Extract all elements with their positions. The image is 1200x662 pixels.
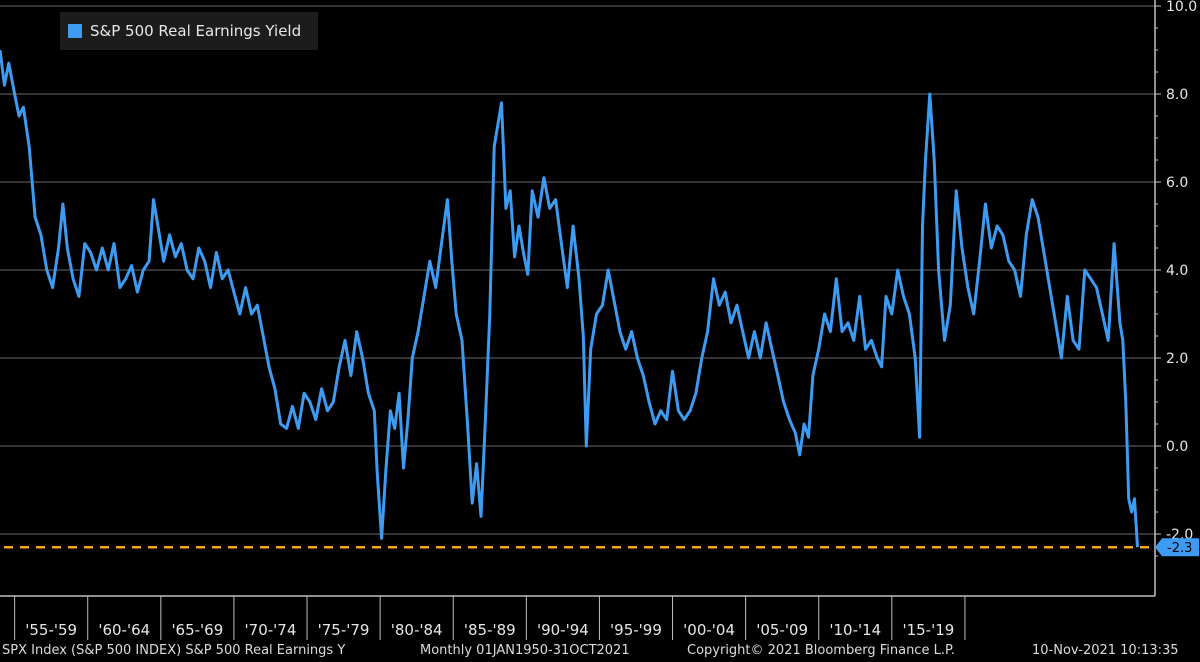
x-tick-label: '05-'09 xyxy=(756,621,808,639)
footer-timestamp: 10-Nov-2021 10:13:35 xyxy=(1032,643,1179,658)
y-tick-label: 4.0 xyxy=(1166,263,1188,279)
footer: SPX Index (S&P 500 INDEX) S&P 500 Real E… xyxy=(0,640,1200,662)
x-tick-label: '95-'99 xyxy=(610,621,662,639)
x-tick-label: '65-'69 xyxy=(171,621,223,639)
x-tick-label: '00-'04 xyxy=(683,621,735,639)
legend-swatch xyxy=(68,24,82,38)
x-tick-label: '90-'94 xyxy=(537,621,589,639)
x-tick-label: '85-'89 xyxy=(464,621,516,639)
y-tick-label: 0.0 xyxy=(1166,439,1188,455)
series-line xyxy=(0,49,1139,548)
y-tick-label: 10.0 xyxy=(1166,0,1197,15)
x-tick-label: '70-'74 xyxy=(245,621,297,639)
y-tick-label: 8.0 xyxy=(1166,87,1188,103)
x-tick-label: '15-'19 xyxy=(902,621,954,639)
last-value-badge xyxy=(1155,538,1199,557)
x-tick-label: '75-'79 xyxy=(318,621,370,639)
last-value-label: -2.3 xyxy=(1167,541,1192,556)
y-tick-label: 2.0 xyxy=(1166,351,1188,367)
legend: S&P 500 Real Earnings Yield xyxy=(60,12,318,50)
chart-canvas: '55-'59 '60-'64 '65-'69 '70-'74 '75-'79 '80-'… xyxy=(0,0,1199,640)
footer-copyright: Copyright© 2021 Bloomberg Finance L.P. xyxy=(687,643,955,658)
y-axis: 10.08.06.04.02.00.0-2.0 xyxy=(1154,0,1197,596)
x-axis: '55-'59 '60-'64 '65-'69 '70-'74 '75-'79 '80-'… xyxy=(0,595,1155,640)
footer-period: Monthly 01JAN1950-31OCT2021 xyxy=(420,643,630,658)
footer-security: SPX Index (S&P 500 INDEX) S&P 500 Real E… xyxy=(2,643,346,658)
x-tick-label: '60-'64 xyxy=(98,621,150,639)
grid-lines xyxy=(0,5,1155,535)
x-tick-label: '10-'14 xyxy=(829,621,881,639)
legend-label: S&P 500 Real Earnings Yield xyxy=(90,22,302,40)
x-tick-label: '55-'59 xyxy=(25,621,77,639)
y-tick-label: 6.0 xyxy=(1166,175,1188,191)
last-value-callout: -2.3 xyxy=(1155,538,1199,557)
x-tick-label: '80-'84 xyxy=(391,621,443,639)
